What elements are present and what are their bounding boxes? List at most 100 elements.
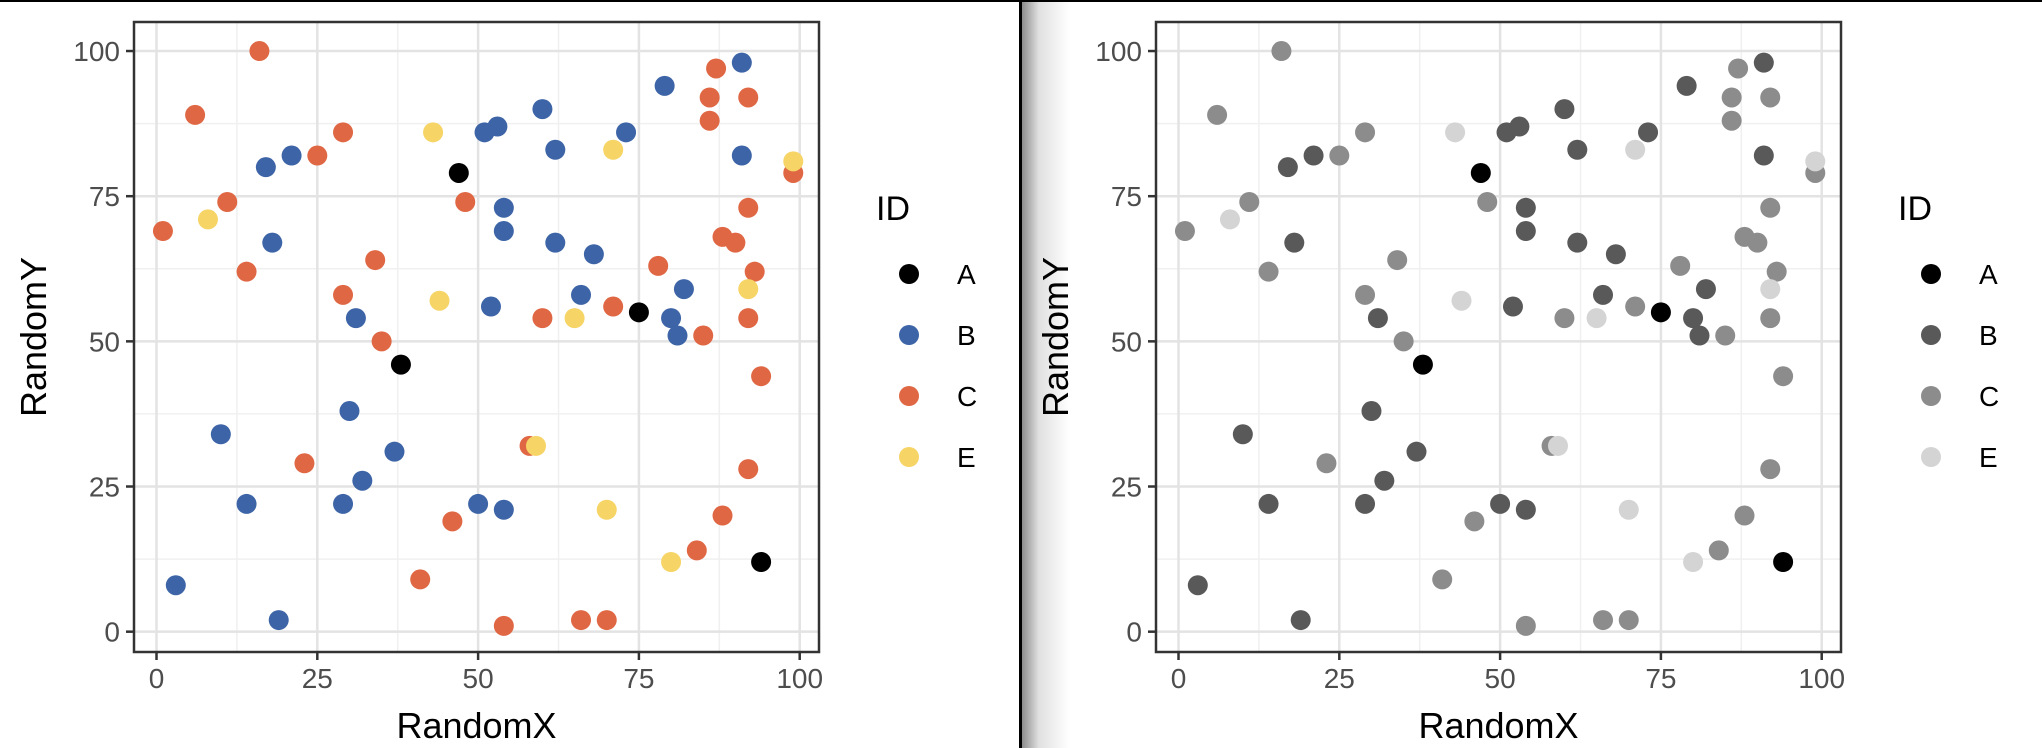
y-tick-label: 75 [89,181,120,212]
data-point [1361,401,1382,422]
data-point [532,308,553,329]
data-point [1554,99,1575,120]
legend-label: C [957,381,977,412]
data-point [333,284,354,305]
data-point [1239,192,1260,212]
data-point [493,197,514,218]
data-point [1355,284,1376,305]
series-B [1187,52,1774,631]
series-E [1219,122,1826,572]
x-axis-title: RandomX [1418,705,1578,746]
data-point [1567,232,1588,253]
y-tick-label: 50 [1111,326,1142,357]
data-point [1355,493,1376,514]
data-point [1412,354,1433,375]
legend-key [899,386,919,406]
y-tick-label: 25 [1111,472,1142,503]
data-point [487,116,508,137]
data-point [1509,116,1530,137]
data-point [1387,250,1408,271]
data-point [410,569,431,590]
data-point [571,610,592,631]
data-point [333,493,354,514]
data-point [545,139,566,160]
data-point [738,197,759,218]
data-point [455,192,476,212]
data-point [1547,435,1568,456]
data-point [333,122,354,143]
data-point [1374,470,1395,491]
data-point [1515,221,1536,242]
data-point [1721,110,1742,131]
y-tick-label: 25 [89,472,120,503]
data-point [448,162,469,183]
legend-title: ID [876,190,910,228]
data-point [197,209,218,230]
y-tick-label: 50 [89,326,120,357]
data-point [281,145,302,166]
data-point [217,192,238,212]
data-point [307,145,328,166]
data-point [1470,162,1491,183]
data-point [1747,232,1768,253]
data-point [1515,499,1536,520]
data-point [1670,255,1691,276]
plot-border [1154,20,1843,654]
data-point [1650,302,1671,323]
legend-label: C [1979,381,1999,412]
series-C [1174,41,1826,636]
x-tick-label: 75 [1645,663,1676,694]
data-point [628,302,649,323]
x-tick-label: 50 [1485,663,1516,694]
data-point [210,424,231,445]
data-point [1676,75,1697,96]
data-point [384,441,405,462]
data-point [1502,296,1523,317]
x-tick-label: 50 [463,663,494,694]
data-point [1284,232,1305,253]
y-tick-label: 100 [1095,36,1142,67]
data-point [654,75,675,96]
data-point [236,261,257,282]
data-point [583,244,604,265]
plot-border [132,20,821,654]
legend-key [1921,447,1941,467]
data-point [262,232,283,253]
data-point [1695,279,1716,300]
data-point [1766,261,1787,282]
data-point [738,308,759,329]
y-tick-label: 0 [104,617,120,648]
legend-label: A [957,259,976,290]
data-point [1277,157,1298,178]
data-point [1773,366,1794,387]
data-point [693,325,714,346]
data-point [1760,279,1781,300]
data-point [1773,552,1794,572]
legend-key [899,264,919,284]
data-point [571,284,592,305]
data-point [442,511,463,532]
data-point [1258,493,1279,514]
data-point [352,470,373,491]
data-point [545,232,566,253]
data-point [1432,569,1453,590]
data-point [616,122,637,143]
data-point [1593,284,1614,305]
data-point [468,493,489,514]
data-point [1586,308,1607,329]
data-point [596,610,617,631]
data-point [1715,325,1736,346]
data-point [339,401,360,422]
y-tick-label: 75 [1111,181,1142,212]
panel-divider-shadow [1022,2,1070,748]
x-tick-label: 25 [302,663,333,694]
legend-label: E [957,442,976,473]
data-point [1477,192,1498,212]
data-point [1734,505,1755,526]
y-tick-label: 0 [1126,617,1142,648]
x-tick-label: 100 [776,663,823,694]
data-point [731,52,752,73]
data-point [1760,87,1781,108]
